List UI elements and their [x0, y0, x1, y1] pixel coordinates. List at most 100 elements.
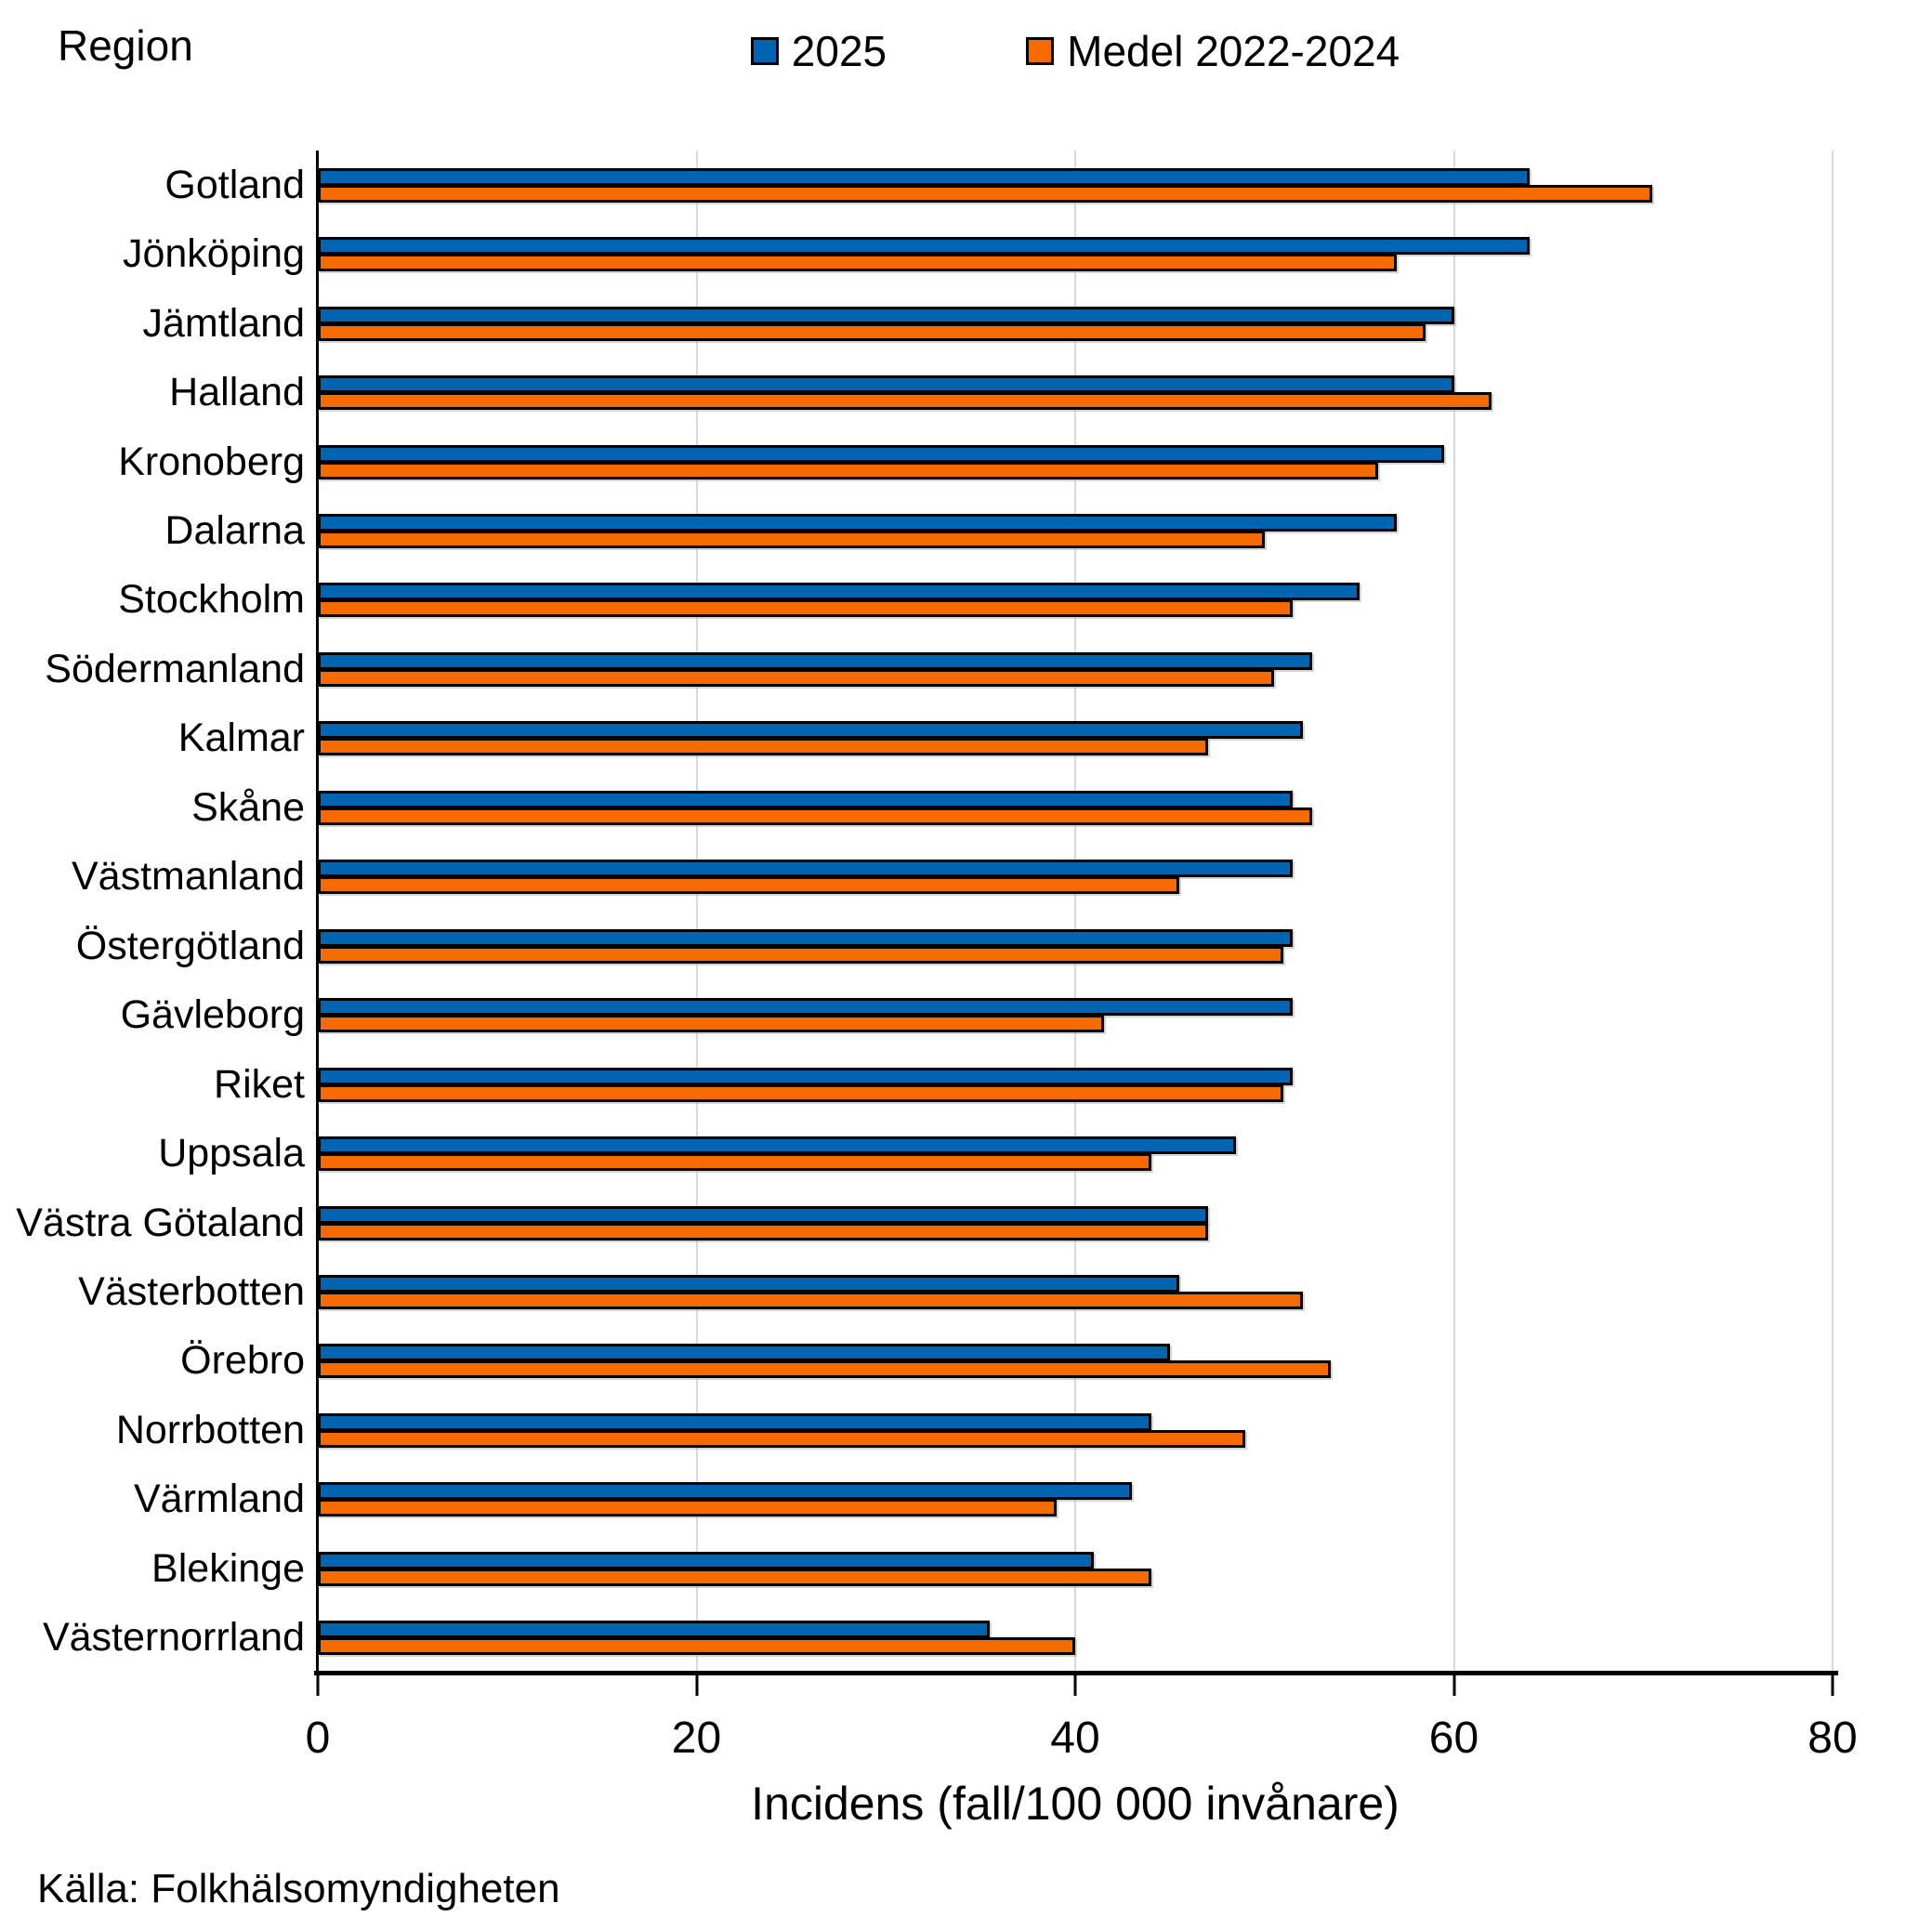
bar-2025: [318, 721, 1303, 740]
bar-pair: [318, 721, 1833, 756]
category-label: Gävleborg: [120, 992, 305, 1038]
chart-row: Riket: [0, 1050, 1833, 1119]
legend-swatch: [750, 37, 779, 65]
bar-pair: [318, 1621, 1833, 1656]
plot-area: [318, 151, 1833, 1673]
bar-medel-2022-2024: [318, 1360, 1332, 1379]
bar-medel-2022-2024: [318, 461, 1378, 479]
bar-pair: [318, 790, 1833, 825]
bar-medel-2022-2024: [318, 807, 1312, 825]
bar-pair: [318, 1344, 1833, 1379]
bar-2025: [318, 928, 1294, 947]
category-label: Södermanland: [45, 646, 305, 691]
bar-medel-2022-2024: [318, 668, 1274, 687]
tick-label: 20: [671, 1713, 722, 1763]
bar-2025: [318, 167, 1530, 186]
tick-mark: [1073, 1675, 1077, 1696]
bar-medel-2022-2024: [318, 945, 1284, 964]
bar-2025: [318, 1205, 1208, 1224]
bar-pair: [318, 1482, 1833, 1517]
bar-medel-2022-2024: [318, 1499, 1057, 1517]
bar-2025: [318, 1412, 1151, 1431]
category-label: Norrbotten: [115, 1407, 305, 1452]
chart-row: Jönköping: [0, 219, 1833, 288]
bar-pair: [318, 444, 1833, 479]
category-label: Västernorrland: [42, 1615, 305, 1661]
legend-swatch: [1026, 37, 1055, 65]
tick-mark: [316, 1675, 320, 1696]
chart-row: Västmanland: [0, 843, 1833, 912]
tick-label: 60: [1428, 1713, 1479, 1763]
bar-2025: [318, 375, 1454, 394]
bar-2025: [318, 1136, 1237, 1155]
x-axis-line: [314, 1671, 1838, 1675]
bar-2025: [318, 1274, 1180, 1293]
category-label: Jämtland: [142, 300, 305, 346]
tick-label: 40: [1050, 1713, 1100, 1763]
chart-row: Dalarna: [0, 496, 1833, 565]
legend-item: 2025: [750, 26, 887, 76]
chart-row: Östergötland: [0, 912, 1833, 980]
bar-medel-2022-2024: [318, 254, 1398, 272]
bar-2025: [318, 1067, 1294, 1085]
bar-2025: [318, 1621, 991, 1639]
bar-medel-2022-2024: [318, 1015, 1104, 1033]
bar-pair: [318, 1274, 1833, 1309]
bar-pair: [318, 1551, 1833, 1586]
category-label: Skåne: [191, 784, 305, 830]
bar-2025: [318, 1482, 1133, 1501]
bar-medel-2022-2024: [318, 1291, 1303, 1309]
bar-pair: [318, 860, 1833, 895]
chart-row: Stockholm: [0, 566, 1833, 635]
y-axis-title: Region: [58, 21, 193, 70]
bar-medel-2022-2024: [318, 1637, 1075, 1656]
bar-medel-2022-2024: [318, 876, 1180, 895]
chart-row: Värmland: [0, 1465, 1833, 1534]
bar-medel-2022-2024: [318, 322, 1426, 341]
bar-medel-2022-2024: [318, 1429, 1246, 1448]
bar-2025: [318, 790, 1294, 808]
category-label: Värmland: [133, 1477, 305, 1522]
chart-row: Västerbotten: [0, 1257, 1833, 1326]
tick-mark: [695, 1675, 698, 1696]
bar-pair: [318, 583, 1833, 618]
bar-medel-2022-2024: [318, 1568, 1151, 1586]
chart-row: Jämtland: [0, 289, 1833, 358]
chart-row: Kronoberg: [0, 427, 1833, 496]
tick-mark: [1452, 1675, 1455, 1696]
x-axis-title: Incidens (fall/100 000 invånare): [751, 1778, 1400, 1830]
category-label: Uppsala: [158, 1131, 305, 1176]
bar-pair: [318, 306, 1833, 341]
category-label: Västra Götaland: [16, 1200, 305, 1245]
chart-row: Blekinge: [0, 1534, 1833, 1603]
chart-row: Uppsala: [0, 1119, 1833, 1188]
gridline: [1452, 151, 1455, 1673]
category-label: Gotland: [164, 162, 305, 207]
bar-2025: [318, 237, 1530, 256]
chart-row: Gotland: [0, 151, 1833, 219]
chart-row: Södermanland: [0, 635, 1833, 703]
bar-2025: [318, 1344, 1170, 1362]
category-label: Blekinge: [151, 1545, 305, 1591]
bar-pair: [318, 998, 1833, 1033]
bar-pair: [318, 1412, 1833, 1448]
chart-row: Västernorrland: [0, 1604, 1833, 1673]
chart-row: Västra Götaland: [0, 1188, 1833, 1257]
bar-medel-2022-2024: [318, 599, 1294, 618]
category-label: Stockholm: [118, 577, 305, 623]
bar-pair: [318, 1136, 1833, 1172]
chart-row: Kalmar: [0, 704, 1833, 773]
category-label: Västerbotten: [78, 1268, 305, 1314]
bar-medel-2022-2024: [318, 530, 1265, 548]
tick-label: 0: [305, 1713, 331, 1763]
bar-medel-2022-2024: [318, 1222, 1208, 1241]
bar-pair: [318, 1067, 1833, 1102]
chart-row: Gävleborg: [0, 980, 1833, 1049]
gridline: [1832, 151, 1833, 1673]
bar-medel-2022-2024: [318, 1153, 1151, 1172]
gridline: [695, 151, 698, 1673]
legend-label: Medel 2022-2024: [1067, 27, 1400, 75]
bar-rows: Gotland Jönköping Jämtland Halland Kronoberg…: [0, 151, 1833, 1673]
bar-pair: [318, 1205, 1833, 1241]
